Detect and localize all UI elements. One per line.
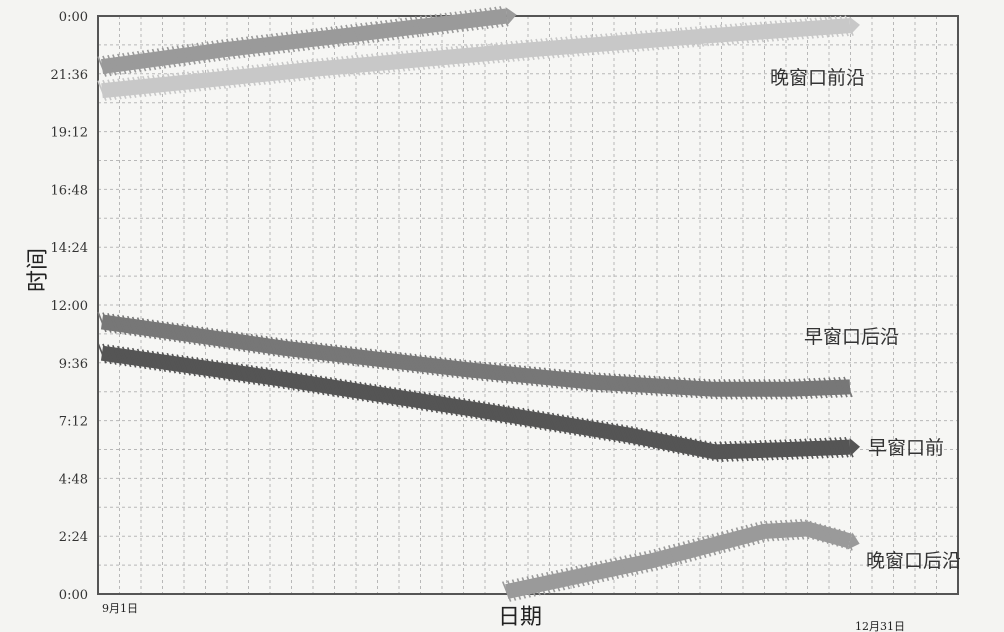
series-line <box>97 311 853 400</box>
y-tick-label: 7:12 <box>59 415 88 430</box>
y-tick-label: 4:48 <box>59 472 88 487</box>
series-end-cap <box>849 16 860 35</box>
series-label-evening-back: 晚窗口后沿 <box>866 550 961 572</box>
y-tick-label: 0:00 <box>59 588 88 603</box>
series-hatch <box>501 518 853 602</box>
series-line <box>501 518 860 602</box>
series-end-cap <box>505 7 517 25</box>
series-hatch <box>97 6 509 77</box>
y-tick-label: 0:00 <box>59 10 88 25</box>
series-end-cap <box>849 438 860 457</box>
y-tick-label: 9:36 <box>59 357 88 372</box>
y-tick-label: 14:24 <box>51 241 88 256</box>
series-line <box>97 15 860 101</box>
series-line <box>97 342 860 463</box>
x-start-label: 9月1日 <box>102 602 138 615</box>
y-tick-label: 2:24 <box>59 530 88 545</box>
y-tick-label: 16:48 <box>51 183 88 198</box>
y-tick-label: 21:36 <box>51 68 88 83</box>
x-end-label: 12月31日 <box>855 620 905 632</box>
y-axis-ticks: 0:00 2:24 4:48 7:12 9:36 12:00 14:24 16:48 19:12… <box>51 10 88 603</box>
series-line <box>97 6 517 77</box>
series-hatch <box>97 342 854 463</box>
y-tick-label: 12:00 <box>51 299 88 314</box>
series-hatch <box>97 15 854 101</box>
y-tick-label: 19:12 <box>51 126 88 141</box>
y-axis-title: 时间 <box>26 248 51 292</box>
series-layer <box>97 6 860 602</box>
series-hatch <box>97 311 853 400</box>
x-axis-title: 日期 <box>498 605 542 630</box>
series-label-morning-back: 早窗口后沿 <box>804 326 899 348</box>
series-end-cap <box>847 532 860 550</box>
series-label-evening-front: 晚窗口前沿 <box>770 67 865 89</box>
series-label-morning-front: 早窗口前 <box>868 437 944 459</box>
